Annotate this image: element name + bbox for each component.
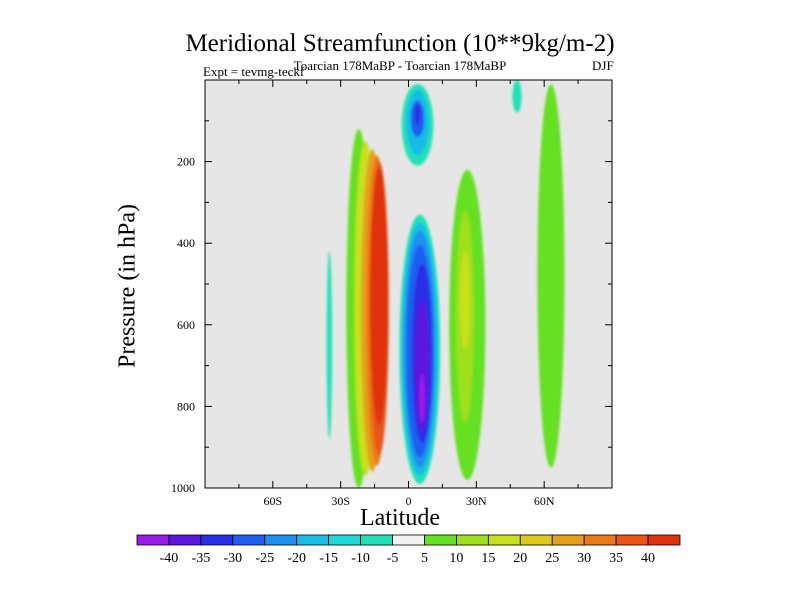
- colorbar-label: 30: [577, 551, 591, 566]
- x-tick-label: 30N: [466, 494, 487, 508]
- chart-subtitle: Toarcian 178MaBP - Toarcian 178MaBP: [293, 58, 507, 73]
- colorbar-label: 15: [481, 551, 495, 566]
- colorbar-swatch: [392, 534, 425, 546]
- contour-teal-40N: [512, 80, 522, 113]
- colorbar-label: 25: [545, 551, 559, 566]
- colorbar-swatch: [200, 534, 234, 546]
- y-tick-label: 200: [177, 155, 195, 169]
- season-label: DJF: [592, 58, 614, 73]
- x-tick-label: 30S: [331, 494, 350, 508]
- colorbar-swatch: [583, 534, 617, 546]
- colorbar-label: -15: [319, 551, 338, 566]
- colorbar-label: -35: [192, 551, 211, 566]
- contour-red-core-sh: [370, 167, 388, 425]
- colorbar-swatch: [136, 534, 170, 546]
- colorbar-swatch: [519, 534, 553, 546]
- contour-yellow-20N: [459, 251, 471, 350]
- chart-title: Meridional Streamfunction (10**9kg/m-2): [185, 30, 615, 57]
- colorbar-label: 40: [641, 551, 655, 566]
- colorbar-label: -30: [223, 551, 242, 566]
- colorbar-swatch: [360, 534, 393, 546]
- colorbar-label: -10: [351, 551, 370, 566]
- colorbar-swatch: [647, 534, 681, 546]
- colorbar-swatch: [296, 534, 330, 546]
- colorbar-swatch: [168, 534, 202, 546]
- x-tick-label: 0: [406, 494, 412, 508]
- colorbar-label: -25: [255, 551, 274, 566]
- colorbar-label: 10: [449, 551, 463, 566]
- colorbar-label: -20: [287, 551, 306, 566]
- colorbar-label: -40: [160, 551, 179, 566]
- y-tick-label: 400: [177, 236, 195, 250]
- x-tick-label: 60N: [534, 494, 555, 508]
- x-axis-label: Latitude: [360, 505, 440, 531]
- x-tick-label: 60S: [263, 494, 282, 508]
- colorbar-label: 20: [513, 551, 527, 566]
- colorbar-label: 35: [609, 551, 623, 566]
- colorbar-swatch: [232, 534, 266, 546]
- experiment-label: Expt = tevmg-teckf: [203, 64, 305, 79]
- colorbar-label: -5: [387, 551, 399, 566]
- colorbar-swatch: [615, 534, 649, 546]
- colorbar-swatch: [264, 534, 298, 546]
- contour-purple-eq: [419, 373, 426, 423]
- colorbar-label: 5: [421, 551, 428, 566]
- colorbar-swatch: [487, 534, 521, 546]
- colorbar-swatch: [424, 534, 457, 546]
- contour-indigo-eq: [414, 300, 430, 431]
- colorbar-swatch: [456, 534, 489, 546]
- y-tick-label: 1000: [171, 481, 195, 495]
- contour-green-60N: [537, 84, 565, 468]
- y-tick-label: 800: [177, 399, 195, 413]
- y-tick-label: 600: [177, 318, 195, 332]
- contour-teal-sliver-40S: [326, 251, 333, 440]
- colorbar-swatch: [328, 534, 361, 546]
- contour-dblue-ne-upper: [414, 104, 421, 125]
- colorbar-swatch: [551, 534, 585, 546]
